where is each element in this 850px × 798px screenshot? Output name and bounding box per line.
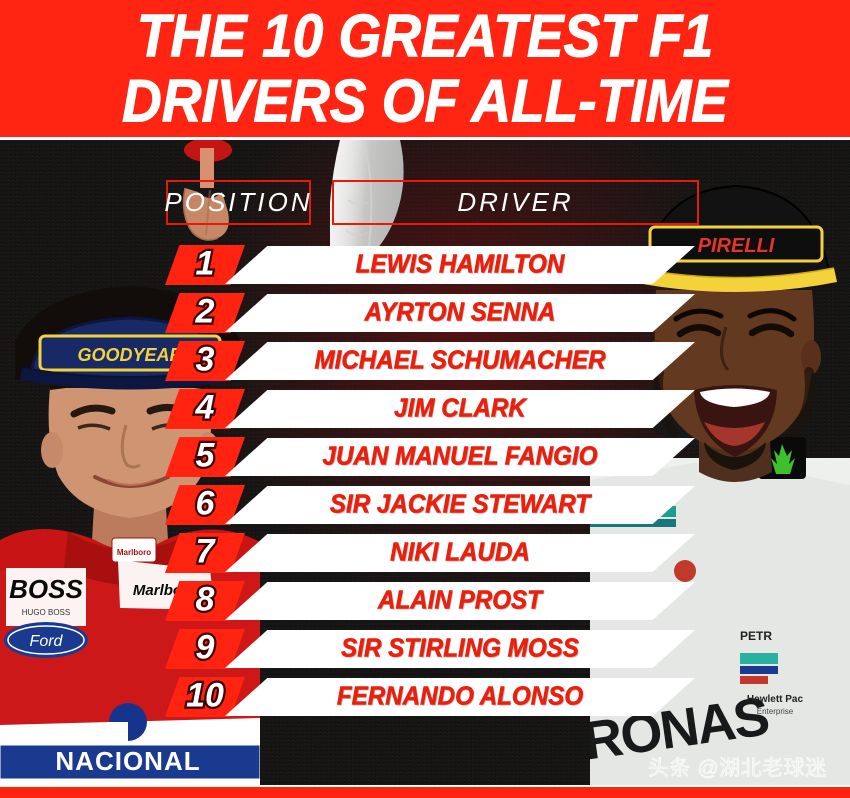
svg-text:NACIONAL: NACIONAL: [55, 746, 200, 776]
svg-text:Hewlett Pac: Hewlett Pac: [747, 694, 804, 705]
svg-text:Ford: Ford: [30, 633, 64, 650]
svg-text:PETR: PETR: [740, 629, 772, 643]
svg-text:BOSS: BOSS: [9, 574, 83, 604]
svg-text:PIRELLI: PIRELLI: [698, 235, 775, 257]
svg-text:HUGO BOSS: HUGO BOSS: [22, 608, 70, 617]
svg-text:Enterprise: Enterprise: [757, 707, 794, 716]
svg-text:Marlboro: Marlboro: [117, 548, 151, 557]
